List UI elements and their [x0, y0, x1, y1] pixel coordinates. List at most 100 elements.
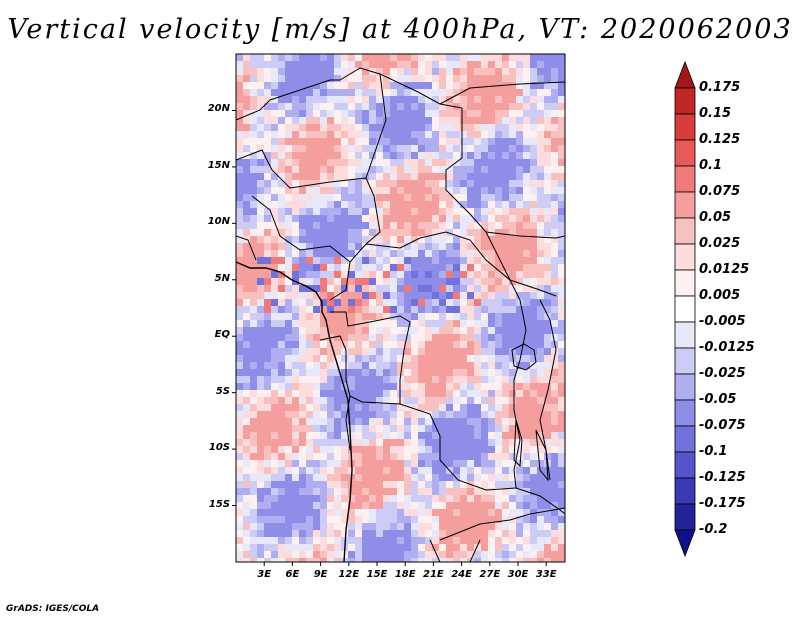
field-cell [432, 271, 439, 278]
field-cell [299, 124, 306, 131]
field-cell [544, 173, 551, 180]
field-cell [460, 313, 467, 320]
field-cell [334, 376, 341, 383]
field-cell [278, 523, 285, 530]
field-cell [502, 257, 509, 264]
field-cell [264, 306, 271, 313]
field-cell [236, 103, 243, 110]
field-cell [348, 432, 355, 439]
field-cell [474, 432, 481, 439]
field-cell [537, 341, 544, 348]
field-cell [460, 362, 467, 369]
field-cell [537, 257, 544, 264]
field-cell [362, 229, 369, 236]
field-cell [460, 61, 467, 68]
field-cell [313, 334, 320, 341]
field-cell [313, 495, 320, 502]
field-cell [243, 110, 250, 117]
field-cell [446, 306, 453, 313]
field-cell [530, 285, 537, 292]
field-cell [530, 250, 537, 257]
field-cell [446, 117, 453, 124]
field-cell [362, 523, 369, 530]
field-cell [313, 509, 320, 516]
field-cell [376, 467, 383, 474]
field-cell [250, 285, 257, 292]
field-cell [551, 432, 558, 439]
field-cell [383, 516, 390, 523]
field-cell [299, 110, 306, 117]
field-cell [341, 369, 348, 376]
field-cell [425, 54, 432, 61]
field-cell [425, 131, 432, 138]
field-cell [530, 110, 537, 117]
field-cell [397, 418, 404, 425]
field-cell [453, 341, 460, 348]
field-cell [397, 537, 404, 544]
field-cell [425, 390, 432, 397]
field-cell [418, 495, 425, 502]
field-cell [285, 537, 292, 544]
field-cell [278, 369, 285, 376]
field-cell [523, 208, 530, 215]
field-cell [446, 180, 453, 187]
field-cell [369, 299, 376, 306]
field-cell [376, 215, 383, 222]
field-cell [306, 320, 313, 327]
field-cell [530, 103, 537, 110]
field-cell [278, 68, 285, 75]
field-cell [439, 124, 446, 131]
field-cell [278, 425, 285, 432]
field-cell [516, 201, 523, 208]
field-cell [278, 61, 285, 68]
field-cell [544, 285, 551, 292]
field-cell [509, 173, 516, 180]
field-cell [348, 278, 355, 285]
field-cell [320, 110, 327, 117]
field-cell [474, 278, 481, 285]
field-cell [285, 306, 292, 313]
field-cell [299, 208, 306, 215]
field-cell [299, 131, 306, 138]
colorbar-label: 0.05 [699, 210, 732, 225]
field-cell [474, 180, 481, 187]
field-cell [383, 404, 390, 411]
field-cell [285, 467, 292, 474]
field-cell [327, 460, 334, 467]
field-cell [341, 313, 348, 320]
field-cell [334, 173, 341, 180]
field-cell [411, 467, 418, 474]
field-cell [439, 201, 446, 208]
field-cell [334, 229, 341, 236]
field-cell [376, 236, 383, 243]
field-cell [355, 264, 362, 271]
field-cell [439, 383, 446, 390]
field-cell [327, 320, 334, 327]
field-cell [530, 138, 537, 145]
field-cell [495, 348, 502, 355]
field-cell [243, 488, 250, 495]
field-cell [509, 75, 516, 82]
field-cell [264, 537, 271, 544]
field-cell [292, 264, 299, 271]
field-cell [320, 537, 327, 544]
field-cell [411, 551, 418, 558]
field-cell [439, 75, 446, 82]
field-cell [523, 411, 530, 418]
field-cell [425, 523, 432, 530]
field-cell [362, 509, 369, 516]
field-cell [348, 516, 355, 523]
field-cell [278, 96, 285, 103]
field-cell [271, 229, 278, 236]
field-cell [362, 145, 369, 152]
field-cell [544, 236, 551, 243]
colorbar-segment [674, 399, 696, 427]
field-cell [369, 411, 376, 418]
field-cell [467, 355, 474, 362]
field-cell [488, 89, 495, 96]
field-cell [355, 159, 362, 166]
field-cell [502, 558, 509, 562]
field-cell [404, 243, 411, 250]
field-cell [411, 376, 418, 383]
field-cell [250, 418, 257, 425]
